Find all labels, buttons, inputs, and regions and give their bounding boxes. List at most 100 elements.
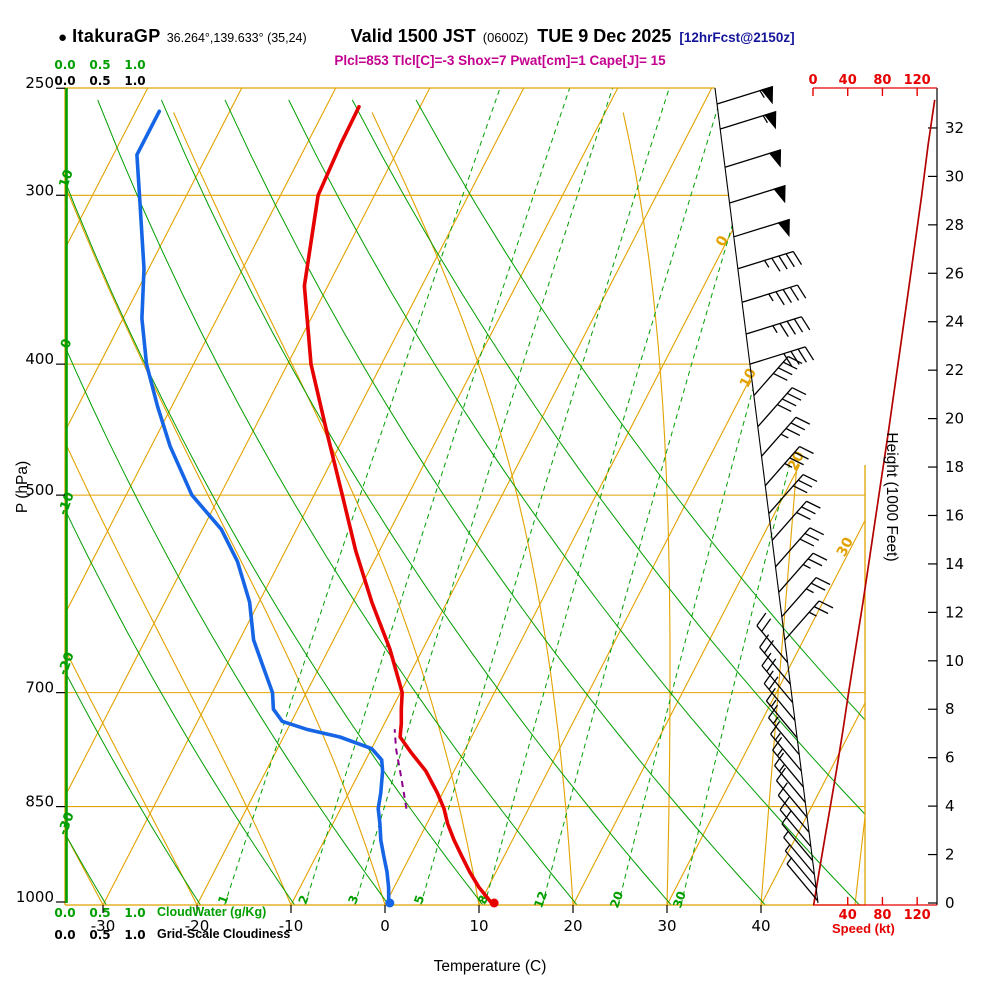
wind-barb-shaft xyxy=(770,733,802,772)
mixing-ratio-line xyxy=(224,88,501,905)
speed-tick-label-bottom: 120 xyxy=(904,908,931,923)
wind-barb-shaft xyxy=(749,346,806,365)
height-tick-label: 32 xyxy=(945,119,964,137)
wind-barb-feather xyxy=(774,752,785,766)
cloudiness-scale-tick-bottom: 1.0 xyxy=(124,928,145,942)
temperature-axis-title: Temperature (C) xyxy=(433,958,547,975)
moist-adiabat-line xyxy=(65,112,198,905)
wind-barb-feather xyxy=(771,257,781,272)
dry-adiabat-label: -10 xyxy=(56,490,78,517)
speed-tick-label-top: 80 xyxy=(873,73,891,88)
cloudiness-scale-tick-top: 0.0 xyxy=(54,74,75,88)
dry-adiabat-line xyxy=(288,99,860,905)
speed-axis-title: Speed (kt) xyxy=(832,921,895,936)
height-tick-label: 4 xyxy=(945,797,955,815)
dry-adiabat-label: 10 xyxy=(57,168,77,190)
dry-adiabat-line xyxy=(160,99,672,905)
wind-barb-feather xyxy=(790,422,806,431)
height-tick-label: 0 xyxy=(945,894,955,912)
wind-barb-feather xyxy=(778,255,788,270)
cloudwater-scale-tick-top: 0.5 xyxy=(89,58,110,72)
wind-barb-shaft xyxy=(781,823,814,862)
moist-adiabat-line xyxy=(65,112,386,905)
cloudwater-scale-tick-bottom: 1.0 xyxy=(124,906,145,920)
wind-barb-shaft xyxy=(761,665,794,704)
dry-adiabat-line xyxy=(65,99,296,905)
wind-barb-half xyxy=(783,830,790,838)
orange-grid xyxy=(0,88,865,905)
wind-barb-feather xyxy=(759,634,770,648)
wind-barb-feather xyxy=(783,353,793,368)
height-axis-title: Height (1000 Feet) xyxy=(883,432,900,562)
wind-barb-feather xyxy=(761,652,772,667)
wind-barb-feather xyxy=(782,361,798,370)
wind-barb-feather xyxy=(782,289,792,304)
wind-barb-shaft xyxy=(768,717,800,756)
pressure-tick-label: 500 xyxy=(25,481,54,499)
height-tick-label: 22 xyxy=(945,361,964,379)
wind-barb-half xyxy=(764,260,770,268)
temperature-tick-label: 20 xyxy=(563,917,582,935)
cloudiness-scale-tick-bottom: 0.5 xyxy=(89,928,110,942)
height-tick-label: 10 xyxy=(945,652,964,670)
wind-barb-feather xyxy=(785,253,795,268)
isotherm-line xyxy=(666,88,865,905)
wind-barb-feather xyxy=(778,367,793,376)
mixing-ratio-label: 12 xyxy=(531,889,550,909)
wind-barb-feather xyxy=(789,286,800,301)
height-tick-label: 18 xyxy=(945,458,964,476)
cloudiness-scale-title: Grid-Scale Cloudiness xyxy=(157,927,291,941)
mixing-ratio-line xyxy=(420,88,670,905)
wind-barb-shaft xyxy=(757,387,793,428)
wind-barb-shaft xyxy=(779,809,812,848)
green-grid xyxy=(65,88,865,905)
valid-utc: (0600Z) xyxy=(482,30,529,45)
dry-adiabat-label: -20 xyxy=(56,650,78,677)
wind-barb-shaft xyxy=(768,474,804,515)
pressure-tick-label: 1000 xyxy=(16,888,54,906)
moist-adiabat-line xyxy=(0,113,9,905)
wind-barb-shaft xyxy=(764,446,801,487)
mixing-ratio-line xyxy=(541,88,774,905)
wind-barb-half xyxy=(786,856,793,865)
height-tick-label: 20 xyxy=(945,410,964,428)
height-tick-label: 28 xyxy=(945,216,964,234)
height-tick-label: 24 xyxy=(945,313,964,331)
wind-barb-flag xyxy=(777,218,790,238)
wind-barb-shaft xyxy=(753,356,789,396)
dry-adiabat-line xyxy=(224,99,766,905)
wind-barb-half xyxy=(772,325,778,334)
wind-barb-feather xyxy=(763,670,774,684)
isotherm-label: 30 xyxy=(834,535,857,560)
moist-adiabat-line xyxy=(65,112,292,905)
wind-barb-shaft xyxy=(772,749,804,788)
wind-barb-feather xyxy=(815,577,831,586)
temperature-tick-label: 40 xyxy=(751,917,770,935)
wind-barb-feather xyxy=(813,606,829,615)
parcel-trace xyxy=(393,729,408,809)
height-tick-label: 16 xyxy=(945,506,964,524)
wind-barb-feather xyxy=(810,582,826,591)
wind-barb-shaft xyxy=(765,700,798,739)
wind-barb-feather xyxy=(786,320,796,335)
wind-barb-feather xyxy=(787,355,803,364)
isotherm-line xyxy=(65,88,243,905)
wind-barb-shaft xyxy=(783,837,815,875)
mixing-ratio-label: 2 xyxy=(296,893,312,906)
wind-barbs xyxy=(716,85,834,902)
wind-barb-feather xyxy=(792,251,803,265)
wind-barb-shaft xyxy=(741,284,798,303)
wind-barb-feather xyxy=(794,451,809,460)
wind-barb-flag xyxy=(763,110,777,130)
height-tick-label: 12 xyxy=(945,603,964,621)
pressure-tick-label: 400 xyxy=(25,350,54,368)
wind-barb-feather xyxy=(812,552,828,561)
wind-barb-shaft xyxy=(778,552,814,593)
isotherm-line xyxy=(196,88,619,905)
wind-barb-feather xyxy=(772,737,783,751)
wind-barb-feather xyxy=(775,291,785,306)
dry-adiabat-line xyxy=(97,99,578,905)
isotherm-label: 10 xyxy=(737,366,760,391)
surface-dewpoint-dot xyxy=(385,898,395,908)
wind-barb-feather xyxy=(776,403,792,413)
